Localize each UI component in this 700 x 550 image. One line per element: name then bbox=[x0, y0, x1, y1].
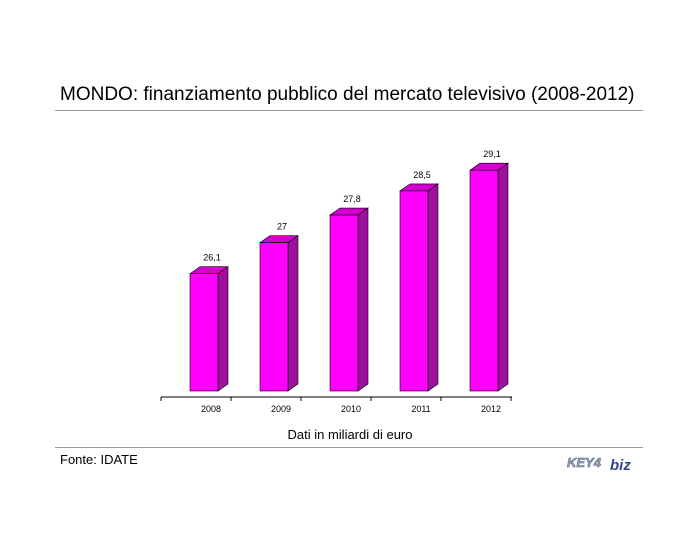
footer-divider bbox=[55, 447, 643, 448]
tick-label: 2011 bbox=[411, 404, 430, 414]
x-axis: 26,1 2008 27 2009 27,8 2010 28,5 2011 29,1 2012 bbox=[160, 149, 512, 414]
data-label: 26,1 bbox=[203, 253, 221, 263]
bars-group bbox=[189, 162, 509, 392]
bar-front bbox=[259, 242, 289, 392]
bar-2010 bbox=[329, 207, 369, 392]
data-label: 28,5 bbox=[413, 170, 431, 180]
bar-side bbox=[287, 235, 299, 392]
bar-side bbox=[357, 207, 369, 392]
bar-2012 bbox=[469, 162, 509, 392]
bar-front bbox=[189, 273, 219, 392]
bar-front bbox=[469, 169, 499, 392]
logo-part2: biz bbox=[610, 457, 631, 474]
data-label: 27,8 bbox=[343, 194, 361, 204]
logo-part1: KEY4 bbox=[567, 455, 602, 470]
tick-label: 2008 bbox=[201, 404, 221, 414]
bar-side bbox=[427, 183, 439, 392]
data-label: 29,1 bbox=[483, 149, 501, 159]
bar-front bbox=[399, 190, 429, 392]
bar-2008 bbox=[189, 266, 229, 392]
bar-chart: 26,1 2008 27 2009 27,8 2010 28,5 2011 29,1 2012 bbox=[160, 149, 512, 414]
tick-label: 2009 bbox=[271, 404, 291, 414]
tick-label: 2012 bbox=[481, 404, 501, 414]
key4biz-logo: KEY4 biz bbox=[567, 455, 632, 474]
bar-2011 bbox=[399, 183, 439, 392]
chart-subtitle: Dati in miliardi di euro bbox=[287, 427, 413, 442]
bar-2009 bbox=[259, 235, 299, 392]
tick-label: 2010 bbox=[341, 404, 361, 414]
bar-side bbox=[497, 162, 509, 392]
title-divider bbox=[55, 110, 643, 111]
data-label: 27 bbox=[277, 222, 287, 232]
source-label: Fonte: IDATE bbox=[60, 452, 138, 467]
chart-title: MONDO: finanziamento pubblico del mercat… bbox=[60, 84, 635, 105]
bar-front bbox=[329, 214, 359, 392]
bar-side bbox=[217, 266, 229, 392]
